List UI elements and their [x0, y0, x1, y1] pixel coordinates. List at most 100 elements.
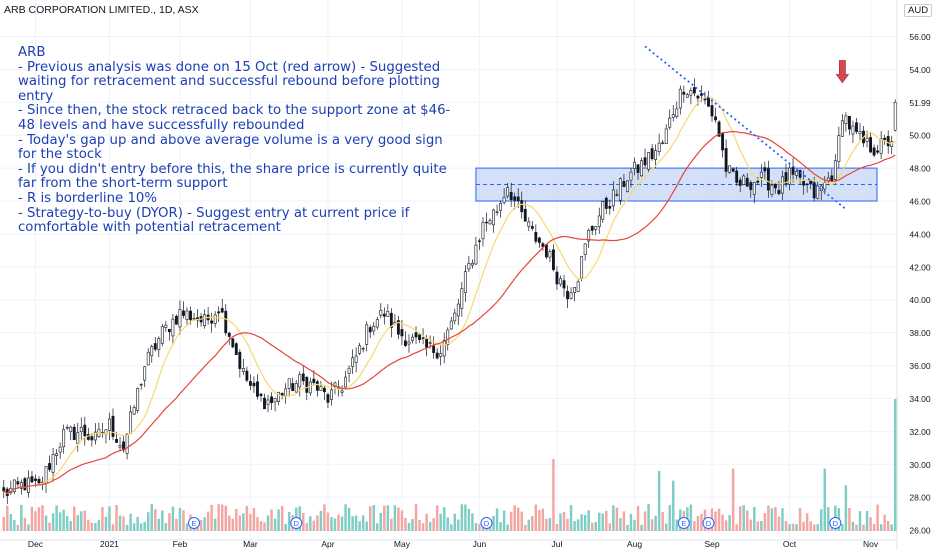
candle-body — [781, 176, 784, 194]
candle-body — [837, 135, 841, 162]
time-tick-label: Jun — [473, 539, 487, 549]
candle-body — [636, 164, 640, 173]
candle-body — [291, 383, 295, 392]
candle-body — [788, 167, 791, 185]
volume-bar — [587, 510, 590, 531]
volume-bar — [224, 505, 227, 531]
symbol-header[interactable]: ARB CORPORATION LIMITED., 1D, ASX — [4, 4, 199, 16]
volume-bar — [555, 524, 559, 531]
candle-body — [404, 340, 407, 346]
candle-body — [347, 367, 351, 374]
volume-bar — [34, 511, 37, 531]
volume-bar — [689, 504, 693, 531]
price-axis-background — [897, 0, 932, 550]
candle-body — [629, 171, 633, 181]
volume-bar — [199, 520, 203, 531]
candle-body — [115, 438, 118, 443]
volume-bar — [583, 514, 587, 531]
annotation-text: ARB - Previous analysis was done on 15 Oc… — [18, 45, 463, 236]
time-tick-label: 2021 — [100, 539, 119, 549]
volume-bar — [562, 512, 566, 531]
volume-bar — [855, 524, 858, 531]
volume-bar — [770, 508, 774, 531]
candle-body — [51, 454, 55, 473]
ma-slow-line — [3, 130, 896, 495]
candle-body — [65, 427, 69, 429]
candle-body — [62, 429, 66, 448]
candle-body — [284, 388, 288, 397]
candle-body — [456, 303, 460, 317]
time-tick-label: Mar — [243, 539, 258, 549]
support-zone — [475, 167, 878, 202]
candle-body — [513, 196, 517, 201]
candle-body — [707, 97, 710, 107]
volume-bar — [154, 509, 157, 531]
volume-bar — [287, 511, 291, 531]
grid — [0, 0, 897, 540]
candle-body — [266, 399, 270, 405]
volume-bar — [432, 518, 435, 531]
candle-body — [721, 133, 725, 151]
volume-bar — [90, 522, 94, 531]
candle-body — [749, 182, 753, 190]
volume-bar — [76, 515, 79, 531]
volume-bar — [672, 480, 675, 531]
candle-body — [869, 137, 873, 153]
volume-bar — [654, 515, 657, 531]
candle-body — [544, 244, 548, 258]
volume-bar — [573, 521, 576, 531]
candle-body — [809, 180, 813, 185]
volume-bar — [619, 518, 622, 531]
candle-body — [700, 93, 703, 96]
candle-body — [696, 95, 700, 99]
candle-body — [823, 181, 827, 190]
volume-bar — [309, 516, 312, 531]
volume-bar — [125, 524, 129, 531]
volume-bar — [883, 514, 886, 531]
volume-bar — [161, 510, 164, 531]
volume-bar — [312, 520, 316, 531]
volume-bar — [823, 468, 826, 531]
ma-fast-line — [3, 96, 896, 495]
candle-body — [143, 366, 147, 381]
currency-badge[interactable]: AUD — [904, 4, 932, 17]
volume-bar — [717, 508, 721, 531]
volume-bar — [48, 522, 51, 531]
volume-bar — [266, 515, 270, 531]
volume-bar — [869, 517, 872, 531]
time-axis[interactable]: Dec 2021 Feb Mar Apr May Jun Jul Aug Sep Oct Nov — [0, 539, 897, 549]
arrow-group — [835, 60, 850, 84]
price-tick-label: 30.00 — [909, 460, 931, 470]
volume-bar — [228, 515, 231, 531]
event-marker-label: D — [706, 519, 712, 528]
volume-bar — [552, 459, 555, 531]
annotation-line: - Strategy-to-buy (DYOR) - Suggest entry… — [18, 205, 410, 236]
candle-body — [534, 232, 538, 242]
volume-bar — [774, 507, 777, 531]
candle-body — [294, 383, 298, 393]
volume-bar — [467, 508, 471, 531]
candle-body — [840, 120, 844, 137]
candle-body — [330, 389, 333, 400]
candle-body — [569, 292, 573, 299]
volume-bar — [393, 505, 397, 531]
volume-bar — [139, 523, 143, 531]
volume-bar — [87, 519, 90, 531]
volume-bar — [700, 513, 703, 531]
volume-bar — [735, 524, 738, 531]
candle-body — [146, 351, 150, 366]
candle-body — [855, 122, 858, 132]
trendline-group — [644, 45, 847, 210]
volume-bar — [590, 522, 594, 531]
candle-body — [590, 226, 594, 231]
volume-bar — [890, 524, 893, 531]
volume-bar — [397, 507, 400, 531]
candle-body — [361, 348, 365, 350]
volume-bar — [217, 504, 220, 531]
candle-body — [576, 281, 580, 292]
price-axis[interactable]: 26.00 28.00 30.00 32.00 34.00 36.00 38.00 40.00… — [896, 0, 932, 550]
volume-bar — [791, 523, 795, 531]
candle-body — [763, 167, 767, 172]
volume-bar — [798, 508, 802, 531]
